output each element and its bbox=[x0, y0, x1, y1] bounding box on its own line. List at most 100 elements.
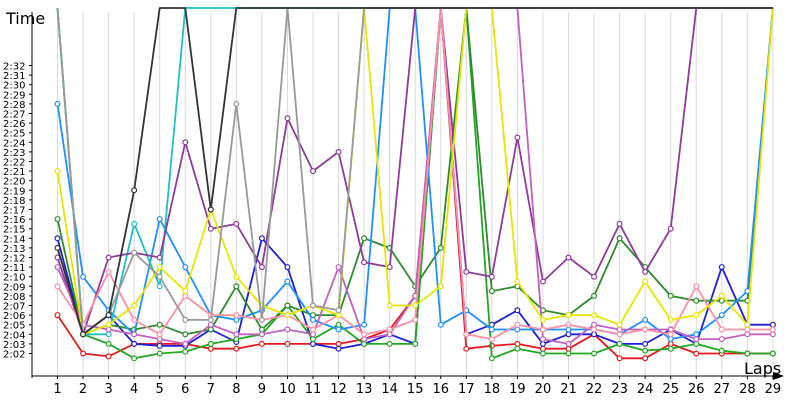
data-point bbox=[565, 312, 572, 319]
data-point bbox=[616, 235, 623, 242]
data-point bbox=[54, 216, 61, 223]
data-point bbox=[207, 321, 214, 328]
data-point bbox=[233, 331, 240, 338]
x-axis-title: Laps bbox=[744, 359, 781, 378]
y-tick-label: 2:06 bbox=[3, 311, 25, 322]
data-point bbox=[591, 331, 598, 338]
data-point bbox=[182, 292, 189, 299]
data-point bbox=[361, 340, 368, 347]
data-point bbox=[284, 340, 291, 347]
data-point bbox=[539, 326, 546, 333]
data-point bbox=[156, 216, 163, 223]
data-point bbox=[591, 273, 598, 280]
data-point bbox=[693, 350, 700, 357]
data-point bbox=[514, 278, 521, 285]
x-tick-label: 8 bbox=[232, 382, 240, 397]
data-point bbox=[131, 249, 138, 256]
data-point bbox=[616, 321, 623, 328]
x-tick-label: 19 bbox=[509, 382, 526, 397]
data-point bbox=[182, 316, 189, 323]
data-point bbox=[591, 312, 598, 319]
data-point bbox=[565, 340, 572, 347]
data-point bbox=[718, 336, 725, 343]
data-point bbox=[514, 326, 521, 333]
y-tick-label: 2:11 bbox=[3, 263, 25, 274]
data-point bbox=[54, 100, 61, 107]
y-tick-label: 2:17 bbox=[3, 206, 25, 217]
x-tick-label: 20 bbox=[535, 382, 552, 397]
data-point bbox=[437, 244, 444, 251]
x-tick-label: 13 bbox=[356, 382, 373, 397]
data-point bbox=[80, 273, 87, 280]
x-tick-label: 11 bbox=[305, 382, 322, 397]
y-tick-label: 2:21 bbox=[3, 167, 25, 178]
data-point bbox=[693, 331, 700, 338]
data-point bbox=[310, 336, 317, 343]
data-point bbox=[284, 326, 291, 333]
data-point bbox=[284, 115, 291, 122]
x-tick-label: 18 bbox=[484, 382, 501, 397]
data-point bbox=[565, 350, 572, 357]
data-point bbox=[539, 278, 546, 285]
data-point bbox=[514, 134, 521, 141]
data-point bbox=[667, 340, 674, 347]
data-point bbox=[769, 321, 776, 328]
x-gridlines bbox=[57, 12, 774, 376]
data-point bbox=[667, 345, 674, 352]
data-point bbox=[616, 220, 623, 227]
data-point bbox=[361, 259, 368, 266]
data-point bbox=[744, 350, 751, 357]
x-tick-labels: 1 2 3 4 5 6 7 8 9 10 11 12 13 14 15 16 17 18 19 20 21 22 23 24 2… bbox=[53, 376, 781, 397]
y-tick-label: 2:18 bbox=[3, 196, 25, 207]
series-5 bbox=[54, 7, 774, 343]
x-tick-label: 12 bbox=[330, 382, 347, 397]
data-point bbox=[54, 283, 61, 290]
x-tick-label: 27 bbox=[714, 382, 731, 397]
data-point bbox=[233, 273, 240, 280]
data-point bbox=[156, 336, 163, 343]
x-tick-label: 4 bbox=[130, 382, 138, 397]
series-line bbox=[56, 7, 773, 336]
data-point bbox=[233, 316, 240, 323]
data-point bbox=[565, 345, 572, 352]
data-point bbox=[335, 264, 342, 271]
data-point bbox=[207, 316, 214, 323]
y-tick-label: 2:16 bbox=[3, 215, 25, 226]
data-point bbox=[514, 307, 521, 314]
data-point bbox=[386, 264, 393, 271]
data-point bbox=[233, 345, 240, 352]
y-tick-label: 2:08 bbox=[3, 292, 25, 303]
data-point bbox=[258, 326, 265, 333]
data-point bbox=[386, 302, 393, 309]
data-point bbox=[105, 312, 112, 319]
y-tick-label: 2:19 bbox=[3, 186, 25, 197]
data-point bbox=[258, 316, 265, 323]
y-tick-label: 2:30 bbox=[3, 81, 25, 92]
x-tick-label: 24 bbox=[637, 382, 654, 397]
y-tick-label: 2:13 bbox=[3, 244, 25, 255]
data-point bbox=[693, 336, 700, 343]
data-point bbox=[233, 312, 240, 319]
data-point bbox=[258, 331, 265, 338]
data-point bbox=[105, 353, 112, 360]
x-tick-label: 14 bbox=[381, 382, 398, 397]
data-point bbox=[744, 288, 751, 295]
data-point bbox=[54, 264, 61, 271]
data-point bbox=[642, 316, 649, 323]
data-point bbox=[616, 340, 623, 347]
data-point bbox=[565, 321, 572, 328]
data-point bbox=[693, 340, 700, 347]
data-point bbox=[335, 148, 342, 155]
data-point bbox=[718, 347, 725, 354]
data-point bbox=[591, 350, 598, 357]
data-point bbox=[310, 168, 317, 175]
data-point bbox=[514, 340, 521, 347]
y-tick-label: 2:02 bbox=[3, 350, 25, 361]
y-tick-label: 2:07 bbox=[3, 302, 25, 313]
data-point bbox=[463, 345, 470, 352]
data-point bbox=[565, 254, 572, 261]
data-point bbox=[310, 340, 317, 347]
y-tick-label: 2:09 bbox=[3, 282, 25, 293]
data-point bbox=[182, 348, 189, 355]
data-point bbox=[412, 302, 419, 309]
